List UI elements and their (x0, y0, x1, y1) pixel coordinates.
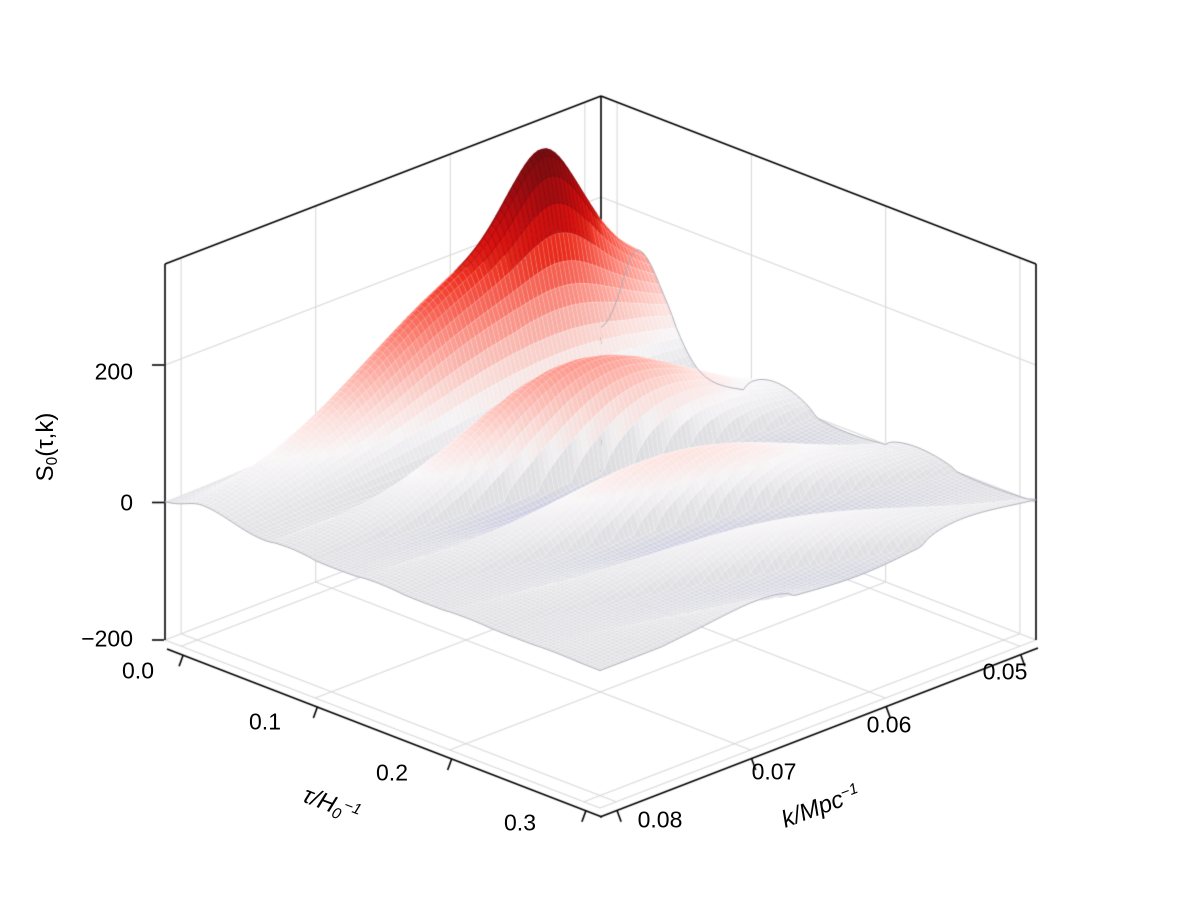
tau-tick-label-0.1: 0.1 (249, 708, 281, 735)
z-axis-title: S0(τ,k) (32, 413, 62, 482)
z-tick-label-200: 200 (94, 358, 133, 385)
z-axis-title-main: S (32, 465, 60, 482)
z-tick-label-neg200: −200 (81, 625, 133, 652)
k-tick-label-0.08: 0.08 (637, 806, 683, 833)
tau-tick-label-0.0: 0.0 (122, 657, 154, 684)
k-tick-label-0.06: 0.06 (866, 711, 912, 738)
k-tick-label-0.05: 0.05 (982, 658, 1028, 685)
z-axis-title-sub: 0 (43, 456, 61, 466)
z-axis-title-post: (τ,k) (32, 412, 60, 457)
z-tick-label-0: 0 (120, 489, 133, 516)
tau-tick-label-0.3: 0.3 (504, 809, 536, 836)
k-tick-label-0.07: 0.07 (751, 758, 797, 785)
tau-tick-label-0.2: 0.2 (376, 759, 408, 786)
